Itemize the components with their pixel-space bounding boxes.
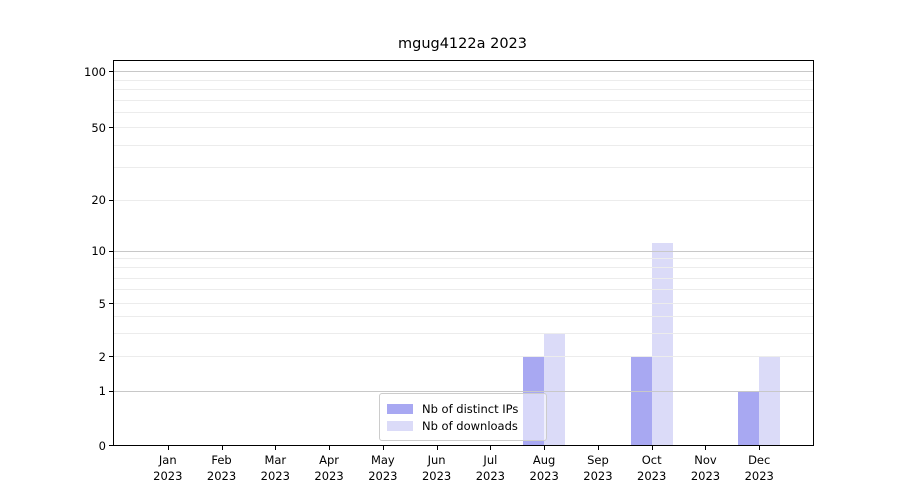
y-tick-mark-2 [109,356,113,357]
y-tick-label-0: 0 [98,438,106,453]
x-tick-mark-nov [705,446,707,450]
x-tick-label-nov: Nov 2023 [690,453,721,483]
bar-downloads-dec [759,356,781,445]
x-tick-label-apr: Apr 2023 [314,453,344,483]
y-tick-mark-20 [109,199,113,201]
gridline-2 [114,356,813,357]
y-tick-label-20: 20 [91,193,106,207]
x-tick-mark-mar [275,446,277,450]
x-tick-label-jul: Jul 2023 [475,453,506,483]
bar-downloads-aug [544,332,566,445]
legend: Nb of distinct IPs Nb of downloads [379,393,547,441]
gridline-4 [114,315,813,317]
gridline-100 [114,71,813,72]
y-tick-label-2: 2 [98,349,106,364]
legend-label-downloads: Nb of downloads [422,418,518,433]
bar-downloads-oct [651,243,673,445]
legend-swatch-downloads [387,420,413,431]
gridline-50 [114,127,813,128]
x-tick-label-may: May 2023 [368,453,398,483]
gridline-6 [114,289,813,291]
x-tick-label-oct: Oct 2023 [637,453,667,483]
x-tick-mark-feb [221,446,223,450]
gridline-10 [114,250,813,252]
gridline-3 [114,332,813,334]
x-tick-label-jun: Jun 2023 [421,453,452,483]
gridline-60 [114,112,813,114]
legend-row-downloads: Nb of downloads [387,417,539,434]
bar-distinct-ips-oct [630,356,652,445]
gridline-80 [114,89,813,91]
x-tick-mark-dec [759,446,761,450]
bar-distinct-ips-dec [738,390,760,445]
legend-swatch-distinct-ips [387,403,413,414]
gridline-7 [114,277,813,279]
x-tick-mark-jul [490,446,492,450]
y-tick-label-5: 5 [98,296,106,311]
x-tick-mark-apr [329,446,331,450]
y-tick-mark-1 [109,390,113,392]
x-tick-label-sep: Sep 2023 [583,453,613,483]
x-tick-label-aug: Aug 2023 [529,453,559,483]
gridline-20 [114,199,813,201]
legend-label-distinct-ips: Nb of distinct IPs [422,401,519,416]
x-tick-mark-sep [597,446,599,450]
gridline-30 [114,167,813,169]
y-tick-mark-10 [109,250,113,252]
x-tick-label-feb: Feb 2023 [206,453,237,483]
y-tick-mark-100 [109,71,113,72]
x-tick-mark-aug [544,446,546,450]
x-tick-mark-jun [436,446,438,450]
y-tick-mark-0 [109,445,113,446]
gridline-90 [114,79,813,81]
y-tick-label-1: 1 [98,384,106,398]
gridline-8 [114,267,813,269]
chart-title: mgug4122a 2023 [397,36,528,52]
gridline-1 [114,390,813,392]
y-tick-mark-50 [109,127,113,128]
plot-area: Nb of distinct IPs Nb of downloads 0 1 2 5 1… [84,60,814,483]
gridline-9 [114,258,813,260]
gridline-70 [114,99,813,101]
gridline-40 [114,144,813,146]
x-tick-label-dec: Dec 2023 [744,453,774,483]
y-tick-label-50: 50 [91,120,106,135]
x-tick-label-mar: Mar 2023 [260,453,290,483]
x-tick-mark-jan [167,446,169,450]
legend-row-distinct-ips: Nb of distinct IPs [387,400,539,417]
y-tick-label-10: 10 [91,244,106,258]
y-tick-mark-5 [109,303,113,304]
gridline-5 [114,303,813,304]
y-tick-label-100: 100 [84,64,106,79]
x-tick-mark-oct [651,446,653,450]
x-tick-label-jan: Jan 2023 [153,453,183,483]
x-tick-mark-may [382,446,384,450]
